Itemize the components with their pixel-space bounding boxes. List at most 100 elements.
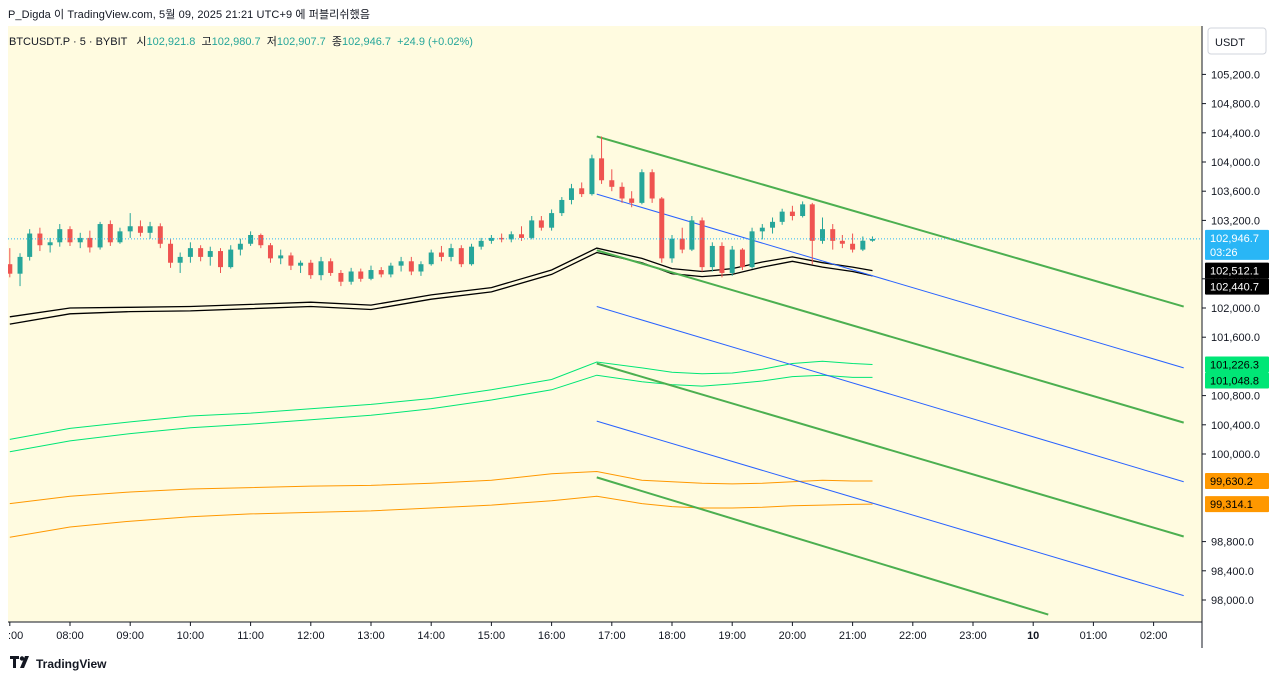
candle bbox=[7, 248, 13, 278]
candle bbox=[47, 237, 53, 253]
close-value: 102,946.7 bbox=[342, 36, 391, 48]
open-label: 시 bbox=[136, 36, 147, 48]
currency-button[interactable] bbox=[1207, 27, 1267, 55]
candle-body bbox=[579, 188, 585, 195]
candle bbox=[248, 231, 254, 246]
candle-body bbox=[699, 220, 705, 268]
candle bbox=[418, 261, 424, 276]
time-tick-label: 11:00 bbox=[237, 630, 264, 642]
candle bbox=[288, 252, 294, 271]
candle bbox=[589, 154, 595, 196]
time-tick-label: 13:00 bbox=[357, 630, 385, 642]
time-tick-label: 02:00 bbox=[1140, 630, 1168, 642]
channel-line-blue bbox=[596, 306, 1184, 483]
candle-body bbox=[519, 234, 524, 238]
candle-body bbox=[779, 211, 785, 222]
candle-body bbox=[77, 237, 83, 243]
price-label-box bbox=[1205, 496, 1269, 513]
open-value: 102,921.8 bbox=[146, 36, 196, 48]
channel-line-green bbox=[596, 249, 1184, 424]
candle-body bbox=[830, 229, 836, 241]
candle-layer bbox=[7, 136, 875, 287]
candle-body bbox=[478, 240, 484, 247]
time-tick-label: :00 bbox=[8, 630, 23, 642]
time-tick-label: 09:00 bbox=[116, 630, 144, 642]
candle-body bbox=[559, 199, 565, 214]
candle-body bbox=[137, 226, 143, 233]
band-line-black-lower bbox=[9, 251, 873, 325]
candle-body bbox=[87, 237, 93, 248]
candle-body bbox=[508, 234, 514, 240]
candle-body bbox=[258, 235, 264, 246]
price-tick-label: 104,400.0 bbox=[1211, 128, 1260, 140]
price-label-text: 99,314.1 bbox=[1210, 499, 1253, 511]
currency-label: USDT bbox=[1215, 37, 1245, 49]
candle-body bbox=[729, 249, 735, 273]
candle-body bbox=[639, 172, 645, 203]
time-tick-label: 17:00 bbox=[598, 630, 626, 642]
candle bbox=[348, 267, 354, 285]
time-tick-label: 10 bbox=[1027, 630, 1039, 642]
candle bbox=[659, 197, 665, 263]
band-line-black-upper bbox=[9, 247, 873, 318]
candle-body bbox=[469, 246, 475, 265]
candle-body bbox=[538, 220, 544, 228]
candle-body bbox=[860, 240, 866, 250]
candle-body bbox=[378, 270, 384, 275]
candle-body bbox=[850, 243, 856, 250]
candle bbox=[147, 221, 153, 239]
candle-body bbox=[800, 204, 806, 217]
price-tick-label: 98,000.0 bbox=[1211, 595, 1254, 607]
candle-body bbox=[719, 245, 725, 273]
candle-body bbox=[679, 238, 685, 250]
candle bbox=[469, 243, 475, 266]
candle bbox=[639, 169, 645, 205]
candle-body bbox=[207, 251, 213, 257]
candle-body bbox=[218, 251, 223, 268]
candle bbox=[27, 229, 33, 261]
candle bbox=[579, 182, 585, 198]
candle-body bbox=[177, 256, 183, 263]
price-label-text: 102,946.7 bbox=[1210, 233, 1259, 245]
chart-area[interactable]: 105,200.0 104,800.0 104,400.0 104,000.0 103,… bbox=[7, 26, 1272, 648]
candle-body bbox=[7, 264, 13, 274]
candle bbox=[408, 256, 414, 276]
candle-body bbox=[789, 211, 795, 217]
candle-body bbox=[107, 224, 113, 243]
candle bbox=[749, 227, 755, 269]
footer-brand[interactable]: TradingView bbox=[10, 656, 106, 671]
candle-body bbox=[37, 233, 43, 246]
candle bbox=[328, 258, 334, 276]
candle bbox=[398, 256, 404, 272]
candle-body bbox=[97, 224, 103, 248]
candle-body bbox=[117, 231, 123, 243]
candle bbox=[609, 169, 615, 192]
candle-body bbox=[589, 158, 595, 195]
candle-body bbox=[809, 204, 815, 241]
candle-body bbox=[27, 233, 33, 257]
symbol-label[interactable]: BTCUSDT.P · 5 · BYBIT bbox=[9, 36, 128, 48]
candle-body bbox=[609, 180, 615, 187]
price-label-countdown: 03:26 bbox=[1210, 247, 1238, 259]
time-tick-label: 16:00 bbox=[538, 630, 566, 642]
time-tick-label: 18:00 bbox=[658, 630, 686, 642]
publish-header: P_Digda 이 TradingView.com, 5월 09, 2025 2… bbox=[8, 9, 371, 21]
candle-body bbox=[709, 245, 715, 268]
time-tick-label: 19:00 bbox=[718, 630, 746, 642]
candle bbox=[87, 230, 93, 253]
price-label: 102,946.7 03:26 bbox=[1205, 229, 1269, 260]
time-axis: :00 08:00 09:00 10:00 11:00 12:00 13:00 14:00 15… bbox=[8, 622, 1167, 642]
candle-body bbox=[308, 262, 314, 276]
candle bbox=[117, 227, 123, 244]
candle bbox=[57, 224, 63, 247]
candle-body bbox=[669, 238, 675, 259]
candle bbox=[438, 245, 444, 262]
time-tick-label: 20:00 bbox=[779, 630, 807, 642]
price-chart[interactable]: 105,200.0 104,800.0 104,400.0 104,000.0 103,… bbox=[7, 26, 1272, 648]
candle bbox=[318, 256, 324, 281]
band-line-orange-lower bbox=[9, 495, 873, 538]
time-tick-label: 22:00 bbox=[899, 630, 927, 642]
candle-body bbox=[358, 271, 364, 279]
time-tick-label: 08:00 bbox=[56, 630, 84, 642]
candle bbox=[669, 235, 675, 263]
